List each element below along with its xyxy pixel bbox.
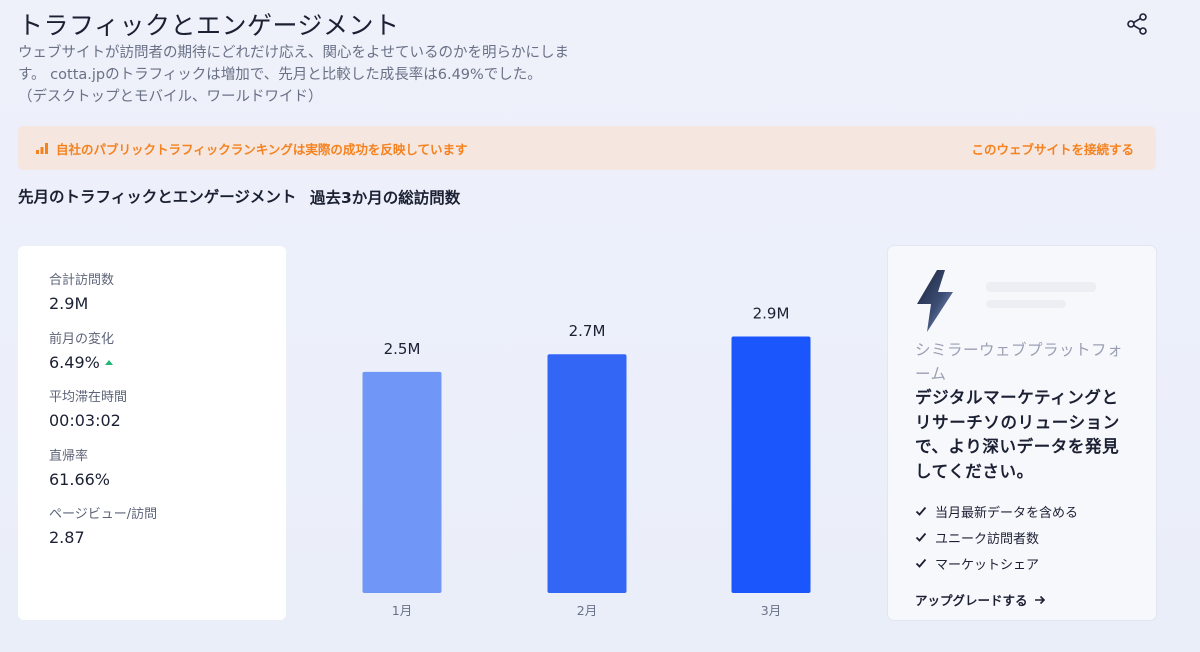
description-line: ウェブサイトが訪問者の期待にどれだけ応え、関心をよせているのかを明らかにしま xyxy=(18,45,569,61)
promo-feature-label: 当月最新データを含める xyxy=(935,505,1079,521)
x-tick-label: 1月 xyxy=(392,603,412,618)
x-tick-label: 2月 xyxy=(577,603,597,618)
bar-value-label: 2.9M xyxy=(753,305,790,323)
metric-value-text: 2.87 xyxy=(49,528,85,547)
metric-monthly-change: 前月の変化 6.49% xyxy=(49,331,286,390)
metric-value-text: 00:03:02 xyxy=(49,411,121,430)
promo-feature-list: 当月最新データを含める ユニーク訪問者数 マーケットシェア xyxy=(915,498,1130,576)
promo-feature-item: 当月最新データを含める xyxy=(915,498,1130,524)
promo-feature-item: ユニーク訪問者数 xyxy=(915,524,1130,550)
check-icon xyxy=(915,506,927,516)
bar-chart-icon xyxy=(36,143,48,154)
bar-1月[interactable] xyxy=(362,371,442,593)
promo-feature-item: マーケットシェア xyxy=(915,550,1130,576)
trend-up-icon xyxy=(104,360,113,365)
bar-2月[interactable] xyxy=(547,354,627,593)
bar-value-label: 2.7M xyxy=(569,322,606,340)
promo-subtitle: シミラーウェブプラットフォーム xyxy=(915,341,1124,383)
connect-website-link[interactable]: このウェブサイトを接続する xyxy=(971,141,1134,157)
metric-value: 00:03:02 xyxy=(49,409,286,433)
metric-label: 平均滞在時間 xyxy=(49,390,128,405)
metric-label: 直帰率 xyxy=(49,448,89,464)
page-description: ウェブサイトが訪問者の期待にどれだけ応え、関心をよせているのかを明らかにしま す… xyxy=(18,42,638,108)
alert-content: 自社のパブリックトラフィックランキングは実際の成功を反映しています xyxy=(36,139,468,158)
metric-value-text: 6.49% xyxy=(49,352,100,372)
blurred-placeholder xyxy=(986,300,1066,308)
metric-value-text: 2.9M xyxy=(49,294,89,313)
page-title: トラフィックとエンゲージメント xyxy=(18,11,400,40)
metric-pages-per-visit: ページビュー/訪問 2.87 xyxy=(49,506,286,565)
upgrade-promo-card: シミラーウェブプラットフォーム デジタルマーケティングとリサーチソのリューション… xyxy=(888,246,1156,620)
metric-label: 前月の変化 xyxy=(49,331,115,347)
check-icon xyxy=(915,532,927,542)
arrow-right-icon xyxy=(1034,595,1045,604)
promo-feature-label: マーケットシェア xyxy=(935,557,1040,573)
x-tick-label: 3月 xyxy=(761,603,781,618)
ranking-alert-banner: 自社のパブリックトラフィックランキングは実際の成功を反映しています このウェブサ… xyxy=(18,126,1156,170)
upgrade-label: アップグレードする xyxy=(915,593,1028,608)
metric-value: 2.87 xyxy=(49,526,286,550)
metric-value: 6.49% xyxy=(49,351,286,375)
metric-value: 61.66% xyxy=(49,468,286,492)
last-month-section-title: 先月のトラフィックとエンゲージメント xyxy=(18,188,297,206)
bolt-icon xyxy=(917,270,953,332)
metric-label: ページビュー/訪問 xyxy=(49,507,158,522)
visits-bar-chart: 2.5M 1月 2.7M 2月 2.9M 3月 xyxy=(362,305,811,618)
description-line: す。 cotta.jpのトラフィックは増加で、先月と比較した成長率は6.49%で… xyxy=(18,67,542,83)
promo-feature-label: ユニーク訪問者数 xyxy=(935,531,1040,547)
metric-total-visits: 合計訪問数 2.9M xyxy=(49,272,286,331)
metric-label: 合計訪問数 xyxy=(49,273,115,288)
chart-section-title: 過去3か月の総訪問数 xyxy=(310,189,461,207)
promo-headline: デジタルマーケティングとリサーチソのリューションで、より深いデータを発見してくだ… xyxy=(915,388,1120,481)
blurred-placeholder xyxy=(986,282,1096,292)
metric-value-text: 61.66% xyxy=(49,469,111,489)
metric-bounce-rate: 直帰率 61.66% xyxy=(49,448,286,507)
bar-3月[interactable] xyxy=(731,336,811,593)
alert-text: 自社のパブリックトラフィックランキングは実際の成功を反映しています xyxy=(56,141,468,157)
description-line: （デスクトップとモバイル、ワールドワイド） xyxy=(18,89,323,105)
share-icon[interactable] xyxy=(1125,12,1149,36)
bar-value-label: 2.5M xyxy=(384,340,421,358)
metric-avg-duration: 平均滞在時間 00:03:02 xyxy=(49,389,286,448)
metric-value: 2.9M xyxy=(49,292,286,316)
upgrade-button[interactable]: アップグレードする xyxy=(915,590,1130,609)
metrics-card: 合計訪問数 2.9M 前月の変化 6.49% 平均滞在時間 00:03:02 直… xyxy=(18,246,286,620)
check-icon xyxy=(915,558,927,568)
